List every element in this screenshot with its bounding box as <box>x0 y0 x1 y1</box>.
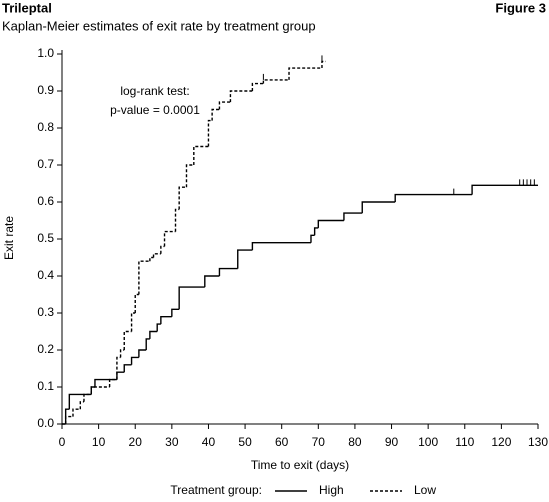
step-segment <box>149 330 158 339</box>
y-tick-label: 0.4 <box>37 268 54 282</box>
step-segment <box>193 145 209 165</box>
step-segment <box>178 286 205 310</box>
y-axis-label: Exit rate <box>2 216 16 260</box>
step-segment <box>361 201 396 214</box>
chart-subtitle: Kaplan-Meier estimates of exit rate by t… <box>2 18 316 33</box>
annotation: log-rank test: <box>120 84 189 98</box>
step-segment <box>218 101 231 110</box>
step-segment <box>171 308 180 317</box>
step-segment <box>64 408 70 424</box>
y-tick-label: 0.5 <box>37 231 54 245</box>
chart-title: Trileptal <box>2 0 52 15</box>
step-segment <box>229 90 253 103</box>
step-segment <box>123 330 132 350</box>
step-segment <box>116 356 121 380</box>
step-segment <box>185 164 194 188</box>
step-segment <box>394 193 473 202</box>
step-segment <box>79 401 84 410</box>
x-tick-label: 80 <box>348 435 362 449</box>
step-segment <box>119 349 125 358</box>
step-segment <box>130 356 139 365</box>
y-tick-label: 0.7 <box>37 157 54 171</box>
step-segment <box>134 293 139 313</box>
step-segment <box>317 219 344 228</box>
step-segment <box>90 386 110 395</box>
step-segment <box>160 245 165 254</box>
step-segment <box>310 234 315 243</box>
y-tick-label: 0.1 <box>37 379 54 393</box>
y-tick-label: 0.3 <box>37 305 54 319</box>
y-tick-label: 1.0 <box>37 46 54 60</box>
x-axis-label: Time to exit (days) <box>251 458 349 472</box>
step-segment <box>138 349 147 358</box>
x-tick-label: 130 <box>528 435 548 449</box>
step-segment <box>178 186 187 210</box>
step-segment <box>64 415 73 424</box>
x-tick-label: 0 <box>59 435 66 449</box>
legend-title: Treatment group: <box>170 483 262 497</box>
step-segment <box>262 79 290 84</box>
step-segment <box>152 253 161 258</box>
step-segment <box>471 184 538 195</box>
step-segment <box>204 275 220 288</box>
x-tick-label: 120 <box>491 435 511 449</box>
legend-label: High <box>319 483 344 497</box>
step-segment <box>288 67 322 80</box>
step-segment <box>321 60 326 69</box>
step-segment <box>156 323 161 332</box>
step-segment <box>251 82 264 91</box>
x-tick-label: 20 <box>129 435 143 449</box>
step-segment <box>130 312 136 332</box>
step-segment <box>145 338 150 350</box>
y-tick-label: 0.0 <box>37 416 54 430</box>
x-tick-label: 60 <box>275 435 289 449</box>
step-segment <box>313 227 319 236</box>
step-segment <box>123 364 132 373</box>
step-segment <box>108 378 117 387</box>
step-segment <box>207 119 213 147</box>
x-tick-label: 70 <box>312 435 326 449</box>
x-tick-label: 10 <box>92 435 106 449</box>
step-segment <box>251 242 311 251</box>
step-segment <box>149 256 154 262</box>
step-segment <box>211 108 220 121</box>
y-tick-label: 0.6 <box>37 194 54 208</box>
x-tick-label: 50 <box>238 435 252 449</box>
legend-label: Low <box>414 483 436 497</box>
x-tick-label: 40 <box>202 435 216 449</box>
x-tick-label: 30 <box>165 435 179 449</box>
step-segment <box>163 230 176 247</box>
step-segment <box>237 249 253 269</box>
step-segment <box>138 260 150 295</box>
step-segment <box>116 371 125 380</box>
y-tick-label: 0.8 <box>37 120 54 134</box>
step-segment <box>160 316 172 325</box>
step-segment <box>72 408 81 417</box>
y-tick-label: 0.9 <box>37 83 54 97</box>
step-segment <box>83 393 92 402</box>
step-segment <box>218 267 238 276</box>
x-tick-label: 110 <box>455 435 474 449</box>
step-segment <box>174 208 180 232</box>
step-segment <box>94 378 117 387</box>
figure-label: Figure 3 <box>495 0 546 15</box>
annotation: p-value = 0.0001 <box>110 103 200 117</box>
step-segment <box>343 212 363 221</box>
x-tick-label: 100 <box>418 435 438 449</box>
x-tick-label: 90 <box>385 435 399 449</box>
y-tick-label: 0.2 <box>37 342 54 356</box>
